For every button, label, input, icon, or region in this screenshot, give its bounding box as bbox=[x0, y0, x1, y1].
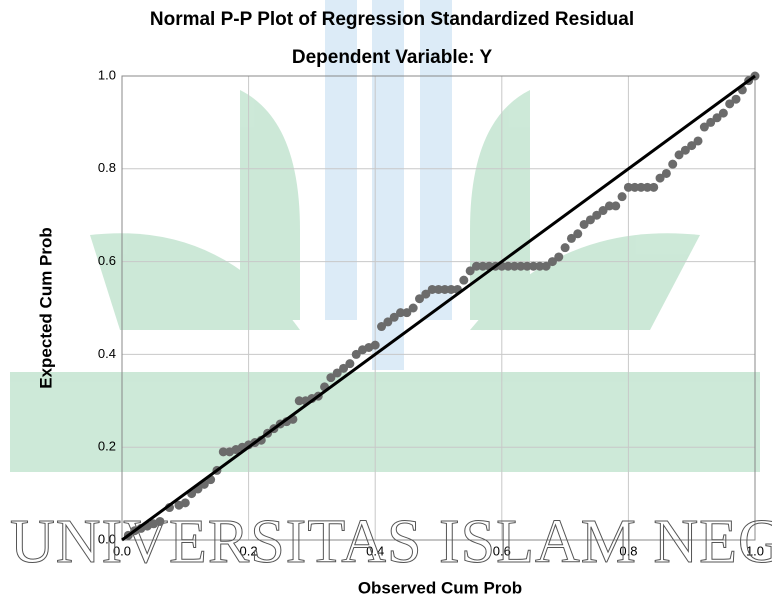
point bbox=[585, 215, 595, 225]
point bbox=[522, 261, 532, 271]
point bbox=[693, 136, 703, 146]
point bbox=[649, 182, 659, 192]
y-tick-label: 0.8 bbox=[98, 160, 116, 175]
point bbox=[560, 243, 570, 253]
point bbox=[636, 182, 646, 192]
x-tick-label: 0.4 bbox=[366, 543, 384, 558]
point bbox=[509, 261, 519, 271]
point bbox=[655, 173, 665, 183]
point bbox=[377, 322, 387, 332]
point bbox=[541, 261, 551, 271]
x-axis-label: Observed Cum Prob bbox=[358, 578, 522, 597]
point bbox=[604, 201, 614, 211]
point bbox=[383, 317, 393, 327]
point bbox=[611, 201, 621, 211]
y-tick-label: 0.0 bbox=[98, 531, 116, 546]
point bbox=[547, 257, 557, 267]
reference-line bbox=[121, 74, 756, 542]
point bbox=[421, 289, 431, 299]
point bbox=[326, 373, 336, 383]
point bbox=[339, 363, 349, 373]
point bbox=[642, 182, 652, 192]
point bbox=[680, 145, 690, 155]
point bbox=[396, 308, 406, 318]
y-tick-label: 0.4 bbox=[98, 346, 116, 361]
point bbox=[155, 516, 165, 526]
point bbox=[617, 192, 627, 202]
point bbox=[566, 233, 576, 243]
point bbox=[706, 117, 716, 127]
point bbox=[180, 498, 190, 508]
y-tick-label: 0.2 bbox=[98, 439, 116, 454]
point bbox=[535, 261, 545, 271]
y-tick-label: 1.0 bbox=[98, 67, 116, 82]
background-logo bbox=[10, 0, 760, 472]
point bbox=[598, 206, 608, 216]
chart-title: Normal P-P Plot of Regression Standardiz… bbox=[150, 9, 634, 30]
point bbox=[668, 159, 678, 169]
point bbox=[630, 182, 640, 192]
point bbox=[579, 219, 589, 229]
point bbox=[731, 94, 741, 104]
point bbox=[440, 284, 450, 294]
point bbox=[446, 284, 456, 294]
x-tick-label: 0.2 bbox=[240, 543, 258, 558]
point bbox=[402, 308, 412, 318]
watermark: UNIVERSITAS ISLAM NEGERI bbox=[10, 508, 772, 576]
point bbox=[528, 261, 538, 271]
point bbox=[408, 303, 418, 313]
point bbox=[465, 266, 475, 276]
point bbox=[503, 261, 513, 271]
y-tick-label: 0.6 bbox=[98, 253, 116, 268]
point bbox=[459, 275, 469, 285]
point bbox=[725, 99, 735, 109]
chart-subtitle: Dependent Variable: Y bbox=[292, 47, 493, 68]
point bbox=[712, 113, 722, 123]
point bbox=[370, 340, 380, 350]
point bbox=[516, 261, 526, 271]
point bbox=[332, 368, 342, 378]
point bbox=[389, 312, 399, 322]
point bbox=[345, 359, 355, 369]
point bbox=[294, 396, 304, 406]
plot-frame bbox=[121, 75, 756, 541]
x-tick-label: 0.0 bbox=[113, 543, 131, 558]
point bbox=[687, 141, 697, 151]
point bbox=[218, 447, 228, 457]
point bbox=[554, 252, 564, 262]
point bbox=[699, 122, 709, 132]
x-tick-label: 1.0 bbox=[746, 543, 764, 558]
point bbox=[478, 261, 488, 271]
point bbox=[434, 284, 443, 294]
point bbox=[573, 229, 583, 239]
point bbox=[427, 284, 437, 294]
x-tick-label: 0.8 bbox=[619, 543, 637, 558]
point bbox=[623, 182, 633, 192]
y-axis-label: Expected Cum Prob bbox=[36, 227, 55, 389]
point bbox=[718, 108, 728, 118]
x-tick-label: 0.6 bbox=[493, 543, 511, 558]
point bbox=[471, 261, 481, 271]
point bbox=[351, 349, 361, 359]
point bbox=[415, 294, 425, 304]
point bbox=[592, 210, 602, 220]
point bbox=[661, 168, 671, 178]
point bbox=[674, 150, 684, 160]
